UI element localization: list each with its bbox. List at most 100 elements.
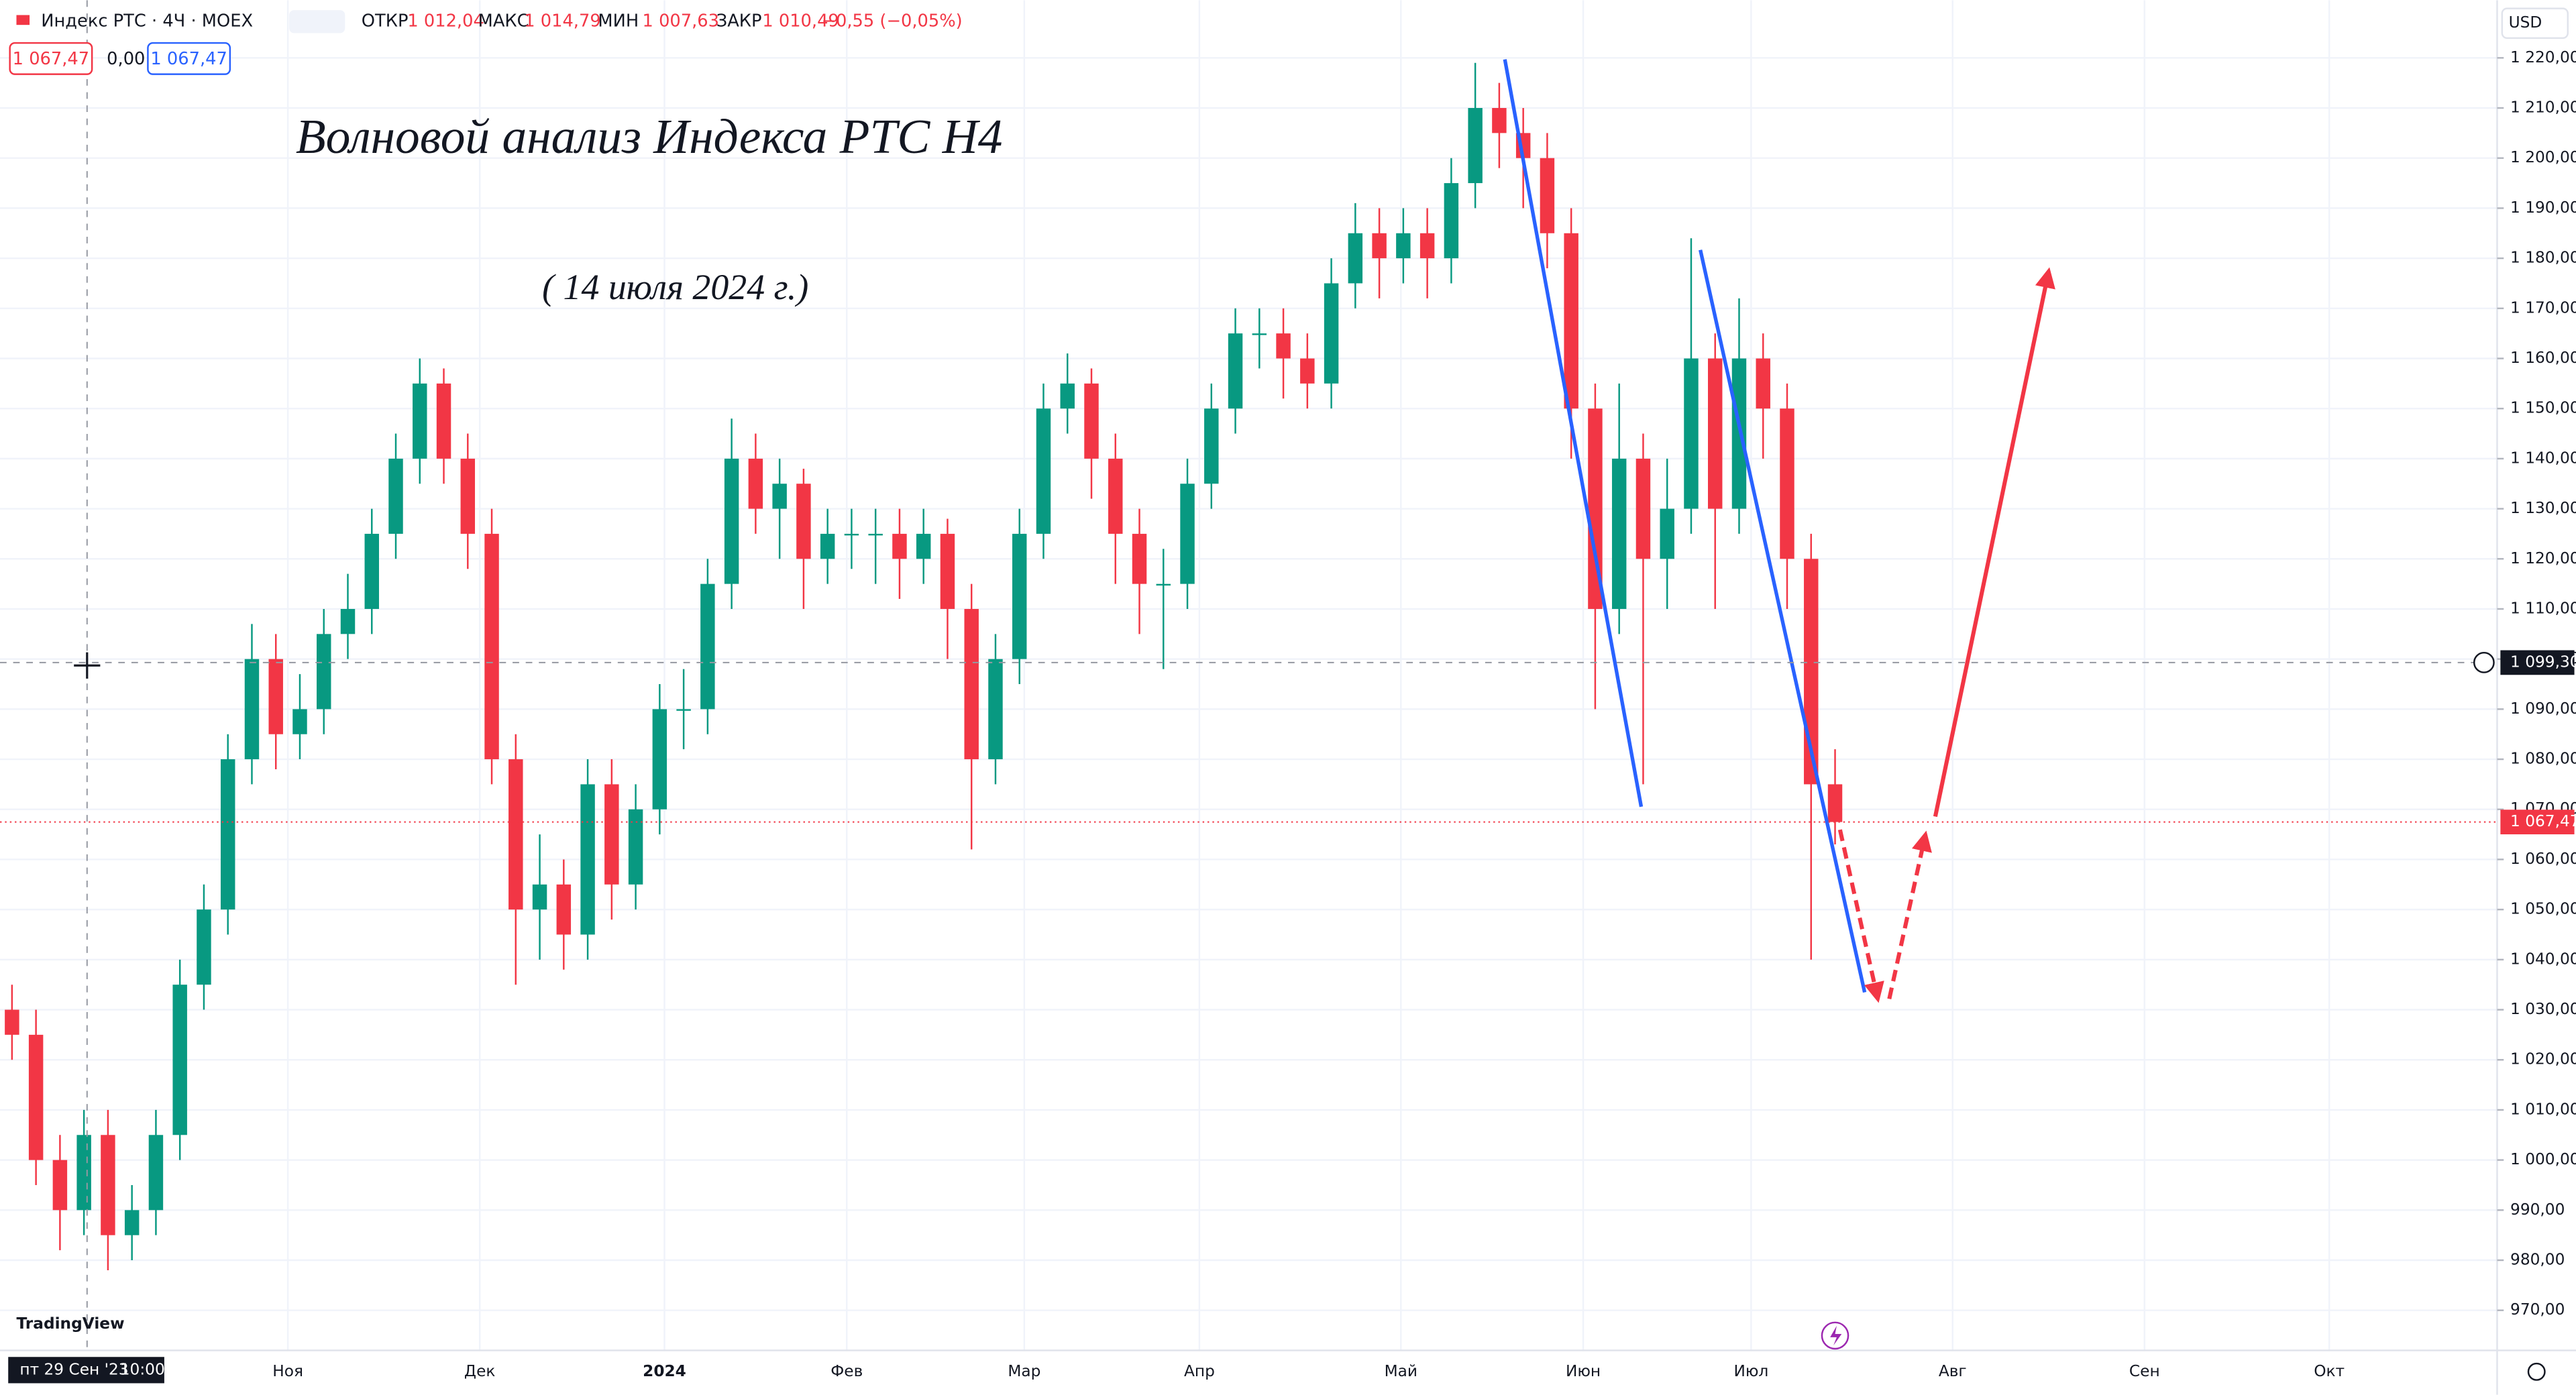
candle-body	[1588, 408, 1603, 609]
crosshair-price: 1 099,30	[2510, 653, 2576, 671]
candle-body	[1611, 458, 1627, 609]
x-tick-label: Авг	[1939, 1362, 1967, 1380]
candle-body	[197, 909, 211, 985]
candle-body	[748, 458, 763, 509]
candle-body	[1324, 283, 1339, 384]
candle-body	[1756, 358, 1770, 409]
y-tick-label: 980,00	[2510, 1251, 2565, 1269]
crosshair-cursor	[74, 652, 101, 679]
y-tick-label: 990,00	[2510, 1201, 2565, 1219]
x-tick-label: Июн	[1566, 1362, 1601, 1380]
y-tick-label: 1 080,00	[2510, 750, 2576, 768]
y-tick-label: 1 180,00	[2510, 249, 2576, 267]
candle-body	[532, 884, 547, 910]
open-label: ОТКР	[362, 11, 409, 32]
last-price-box	[2500, 810, 2575, 835]
x-tick-label: Май	[1385, 1362, 1417, 1380]
drawings	[1503, 59, 2055, 1003]
candle-body	[1180, 484, 1195, 584]
candle-body	[317, 634, 331, 710]
x-tick-label: Окт	[2314, 1362, 2345, 1380]
x-tick-label: Фев	[830, 1362, 863, 1380]
candle-body	[436, 383, 451, 459]
candle-body	[916, 533, 931, 559]
high-value: 1 014,79	[524, 11, 600, 32]
candle-body	[220, 759, 235, 910]
close-value: 1 010,49	[762, 11, 839, 32]
forecast-arrow	[1933, 267, 2055, 818]
candle-body	[124, 1210, 140, 1235]
forecast-arrow	[1887, 830, 1932, 1000]
candle-body	[5, 1009, 19, 1035]
candle-body	[652, 709, 667, 810]
currency: USD	[2509, 13, 2542, 32]
low-value: 1 007,63	[643, 11, 719, 32]
spread: 0,00	[107, 49, 145, 69]
candle-body	[1492, 108, 1507, 133]
wave-line	[1503, 59, 1644, 807]
candle-body	[52, 1160, 68, 1211]
y-tick-label: 1 060,00	[2510, 850, 2576, 868]
grid	[0, 0, 2498, 1351]
candle-body	[1731, 358, 1747, 509]
toggle[interactable]	[289, 10, 345, 34]
crosshair-price-box	[2500, 650, 2575, 675]
y-tick-label: 1 050,00	[2510, 900, 2576, 918]
candle-body	[413, 383, 427, 459]
wave-line	[1699, 249, 1867, 993]
chart-subtitle: ( 14 июля 2024 г.)	[542, 267, 808, 307]
crosshair-date-box	[8, 1357, 164, 1384]
candle-body	[604, 784, 619, 885]
candle-body	[1156, 583, 1171, 586]
candle-body	[1060, 383, 1075, 409]
y-tick-label: 1 150,00	[2510, 399, 2576, 417]
candle-body	[964, 608, 979, 760]
candle-body	[292, 709, 307, 734]
y-tick-label: 1 010,00	[2510, 1100, 2576, 1118]
open-value: 1 012,04	[407, 11, 484, 32]
candle-body	[1108, 458, 1123, 534]
y-tick-label: 1 220,00	[2510, 48, 2576, 66]
settings-icon[interactable]	[2527, 1362, 2546, 1381]
y-tick-label: 1 110,00	[2510, 599, 2576, 617]
forecast-arrow	[1837, 829, 1884, 1003]
candle-body	[820, 533, 835, 559]
y-tick-label: 1 160,00	[2510, 349, 2576, 367]
y-tick-label: 1 120,00	[2510, 549, 2576, 567]
candle-body	[268, 659, 283, 734]
candle-body	[1684, 358, 1699, 509]
axes: 970,00 980,00 990,00 1 000,00 1 010,00 1 020,…	[272, 48, 2576, 1380]
candle-body	[892, 533, 907, 559]
candle-body	[388, 458, 403, 534]
y-tick-label: 1 090,00	[2510, 700, 2576, 718]
ask-box[interactable]	[147, 42, 231, 75]
symbol: Индекс РТС · 4Ч · MOEX	[41, 11, 253, 32]
y-tick-label: 1 140,00	[2510, 449, 2576, 467]
candle-body	[988, 659, 1003, 760]
x-tick-label: Сен	[2129, 1362, 2160, 1380]
candle-body	[508, 759, 523, 910]
candle-body	[484, 533, 499, 760]
crosshair-date: пт 29 Сен '23	[19, 1360, 128, 1378]
candle-body	[1827, 784, 1843, 822]
currency-box[interactable]	[2501, 7, 2569, 39]
candle-body	[244, 659, 260, 760]
candle-body	[1084, 383, 1099, 459]
ask: 1 067,47	[150, 49, 227, 69]
candle-body	[101, 1135, 115, 1235]
bid-box[interactable]	[9, 42, 93, 75]
candle-body	[1564, 233, 1578, 409]
candle-body	[628, 809, 643, 885]
y-tick-label: 1 190,00	[2510, 199, 2576, 217]
candle-body	[1132, 533, 1147, 584]
x-tick-label: Июл	[1733, 1362, 1768, 1380]
candle-body	[868, 533, 883, 536]
candle-body	[1012, 533, 1027, 659]
candle-body	[1444, 183, 1459, 259]
candle-body	[340, 608, 356, 634]
candle-body	[1204, 408, 1219, 484]
candle-body	[940, 533, 955, 609]
candle-body	[1036, 408, 1051, 534]
